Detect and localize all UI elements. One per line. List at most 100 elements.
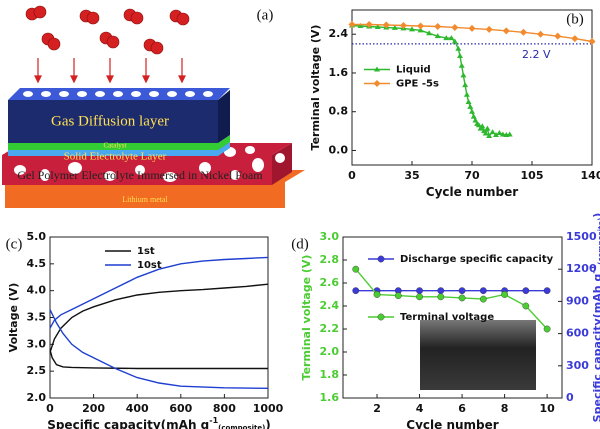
axis-label: Specific capacity(mAh g-1(composite)) <box>47 416 271 429</box>
x-tick-label: 2 <box>373 402 381 415</box>
x-tick-label: 70 <box>464 169 480 182</box>
point <box>458 62 465 68</box>
point <box>426 30 433 36</box>
point <box>537 30 545 38</box>
legend-label: Discharge specific capacity <box>400 254 554 265</box>
legend-marker <box>377 255 385 263</box>
point <box>588 37 596 45</box>
y-tick-label: 2.6 <box>320 276 340 289</box>
panel-label: (b) <box>566 11 584 27</box>
point <box>522 287 530 295</box>
point <box>434 22 442 30</box>
layer-label: Catalyst <box>104 142 127 150</box>
y-tick-label: 5.0 <box>27 230 47 243</box>
point <box>485 25 493 33</box>
series-line <box>355 268 548 330</box>
y2-tick-label: 1500 <box>566 230 597 243</box>
point <box>448 35 455 41</box>
point <box>482 130 489 136</box>
x-tick-label: 4 <box>416 402 424 415</box>
foam-pores <box>14 146 285 182</box>
x-tick-label: 400 <box>126 402 149 415</box>
point <box>493 131 499 137</box>
axis-label: Terminal voltage (V) <box>309 25 322 151</box>
point <box>399 22 407 29</box>
point <box>519 28 527 36</box>
axis-label-part: (composite) <box>218 424 265 429</box>
point <box>479 287 487 295</box>
x-tick-label: 600 <box>169 402 192 415</box>
x-tick-label: 10 <box>539 402 555 415</box>
diagram: Gas Diffusion layer Catalyst Solid Elect… <box>2 5 305 208</box>
electrolyte-layer <box>8 142 230 156</box>
y-tick-label: 0.0 <box>329 143 349 156</box>
plot-frame <box>342 236 563 399</box>
x-tick-label: 140 <box>581 169 600 182</box>
point <box>470 113 477 119</box>
axis-label: Terminal voltage (V) <box>300 255 313 381</box>
point <box>571 35 579 43</box>
point <box>462 82 469 88</box>
x-tick-label: 105 <box>521 169 544 182</box>
point <box>443 35 450 41</box>
y2-tick-label: 0 <box>566 391 574 404</box>
point <box>455 45 462 51</box>
point <box>437 293 445 301</box>
panel-label: (d) <box>291 236 309 252</box>
point <box>348 21 356 29</box>
point <box>506 131 513 137</box>
point <box>451 38 458 44</box>
x-tick-label: 35 <box>404 169 419 182</box>
axis-label-part: Specific capacity(mAh g <box>591 274 600 423</box>
panel-label: (c) <box>6 236 23 252</box>
y-tick-label: 1.6 <box>329 66 349 79</box>
reference-label: 2.2 V <box>522 48 551 61</box>
legend-label: GPE -5s <box>396 79 439 90</box>
point <box>382 21 390 29</box>
point <box>502 27 510 35</box>
legend-label: 1st <box>137 246 155 257</box>
gdl-front <box>8 100 218 143</box>
axis-label: Voltage (V) <box>7 283 20 353</box>
axis-label: Specific capacity(mAh g-1(composite)) <box>589 213 600 423</box>
series-line <box>49 256 269 389</box>
point <box>357 22 364 28</box>
arrows <box>34 58 186 84</box>
axis-label-part: Specific capacity(mAh g <box>47 418 209 429</box>
point <box>468 24 476 32</box>
legend-marker <box>377 313 385 321</box>
y-tick-label: 2.4 <box>329 27 349 40</box>
y-tick-label: 1.8 <box>320 368 340 381</box>
y-tick-label: 4.0 <box>27 284 47 297</box>
point <box>463 91 470 97</box>
y-tick-label: 2.8 <box>320 253 340 266</box>
y-tick-label: 2.2 <box>320 322 340 335</box>
point <box>501 291 508 298</box>
point <box>352 287 360 295</box>
x-tick-label: 0 <box>348 169 356 182</box>
point <box>460 72 467 78</box>
x-tick-label: 6 <box>458 402 466 415</box>
y-tick-label: 3.0 <box>27 337 47 350</box>
axis-label: Cycle number <box>426 185 518 199</box>
point <box>486 132 493 138</box>
point <box>416 293 423 301</box>
point <box>352 265 360 273</box>
point <box>479 123 486 129</box>
plot-frame <box>351 9 593 166</box>
layer-label: Solid Electrolyte Layer <box>64 151 167 163</box>
point <box>417 27 424 33</box>
legend-label: 10st <box>137 260 162 271</box>
point <box>434 33 441 39</box>
point <box>394 292 402 300</box>
point <box>409 26 415 32</box>
point <box>365 21 373 29</box>
point <box>373 291 381 298</box>
y2-tick-label: 1200 <box>566 262 597 275</box>
point <box>458 287 466 295</box>
legend-label: Liquid <box>396 65 431 76</box>
point <box>391 24 398 30</box>
axis-label-part: -1 <box>209 416 218 425</box>
point <box>416 287 423 295</box>
